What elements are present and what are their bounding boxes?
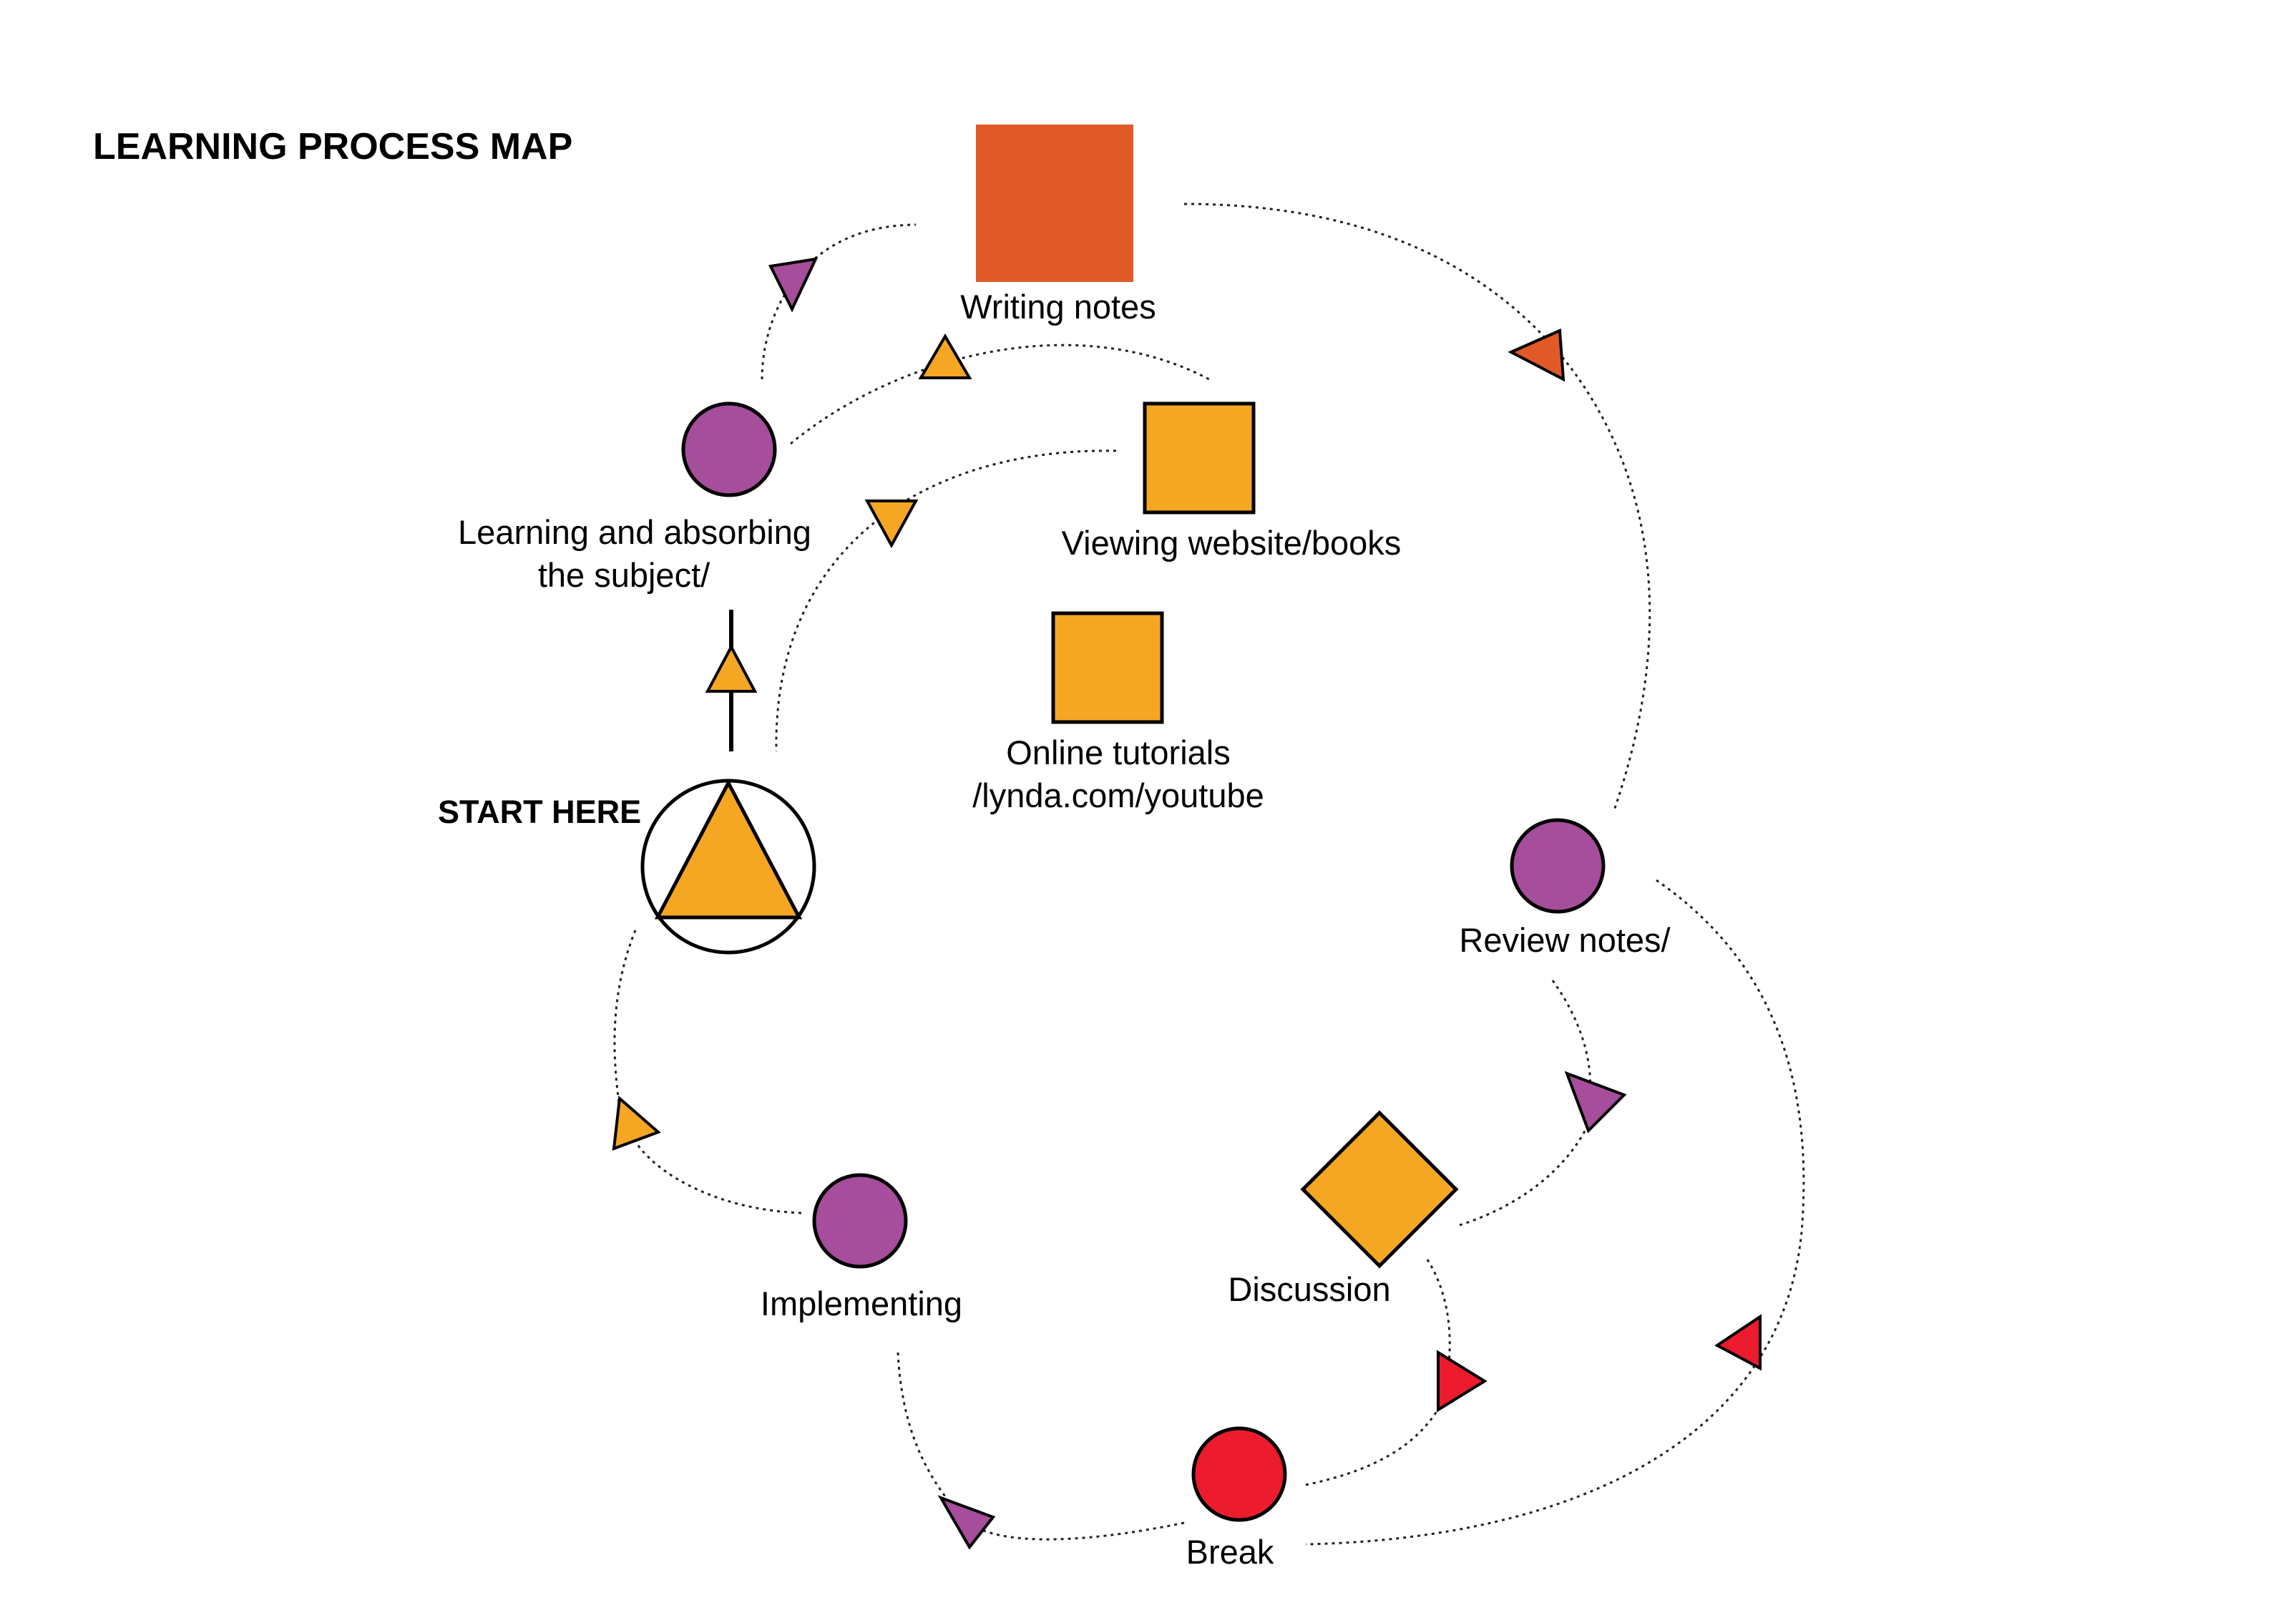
break-label: Break xyxy=(1186,1533,1274,1571)
start-triangle-icon xyxy=(654,779,803,920)
node-break: Break xyxy=(1186,1426,1287,1571)
node-discussion: Discussion xyxy=(1228,1110,1459,1308)
online-tutorials-label-line1: Online tutorials xyxy=(1006,734,1231,771)
start-here-label: START HERE xyxy=(438,794,641,830)
online-tutorials-label-line2: /lynda.com/youtube xyxy=(972,776,1264,814)
connector-implementing-to-start xyxy=(628,1130,802,1214)
connector-discussion-to-break-hook xyxy=(1459,1116,1593,1227)
arrow-icon-implementing-to-start xyxy=(612,1095,661,1151)
node-writing-notes: Writing notes xyxy=(960,125,1156,326)
learning-label-line1: Learning and absorbing xyxy=(458,513,811,551)
arrow-icon-start-to-learning xyxy=(705,643,758,693)
online-tutorials-square-icon xyxy=(1051,611,1164,724)
connector-start-to-implementing xyxy=(613,930,637,1117)
learning-label-line2: the subject/ xyxy=(538,556,710,594)
connector-review-to-break xyxy=(1305,879,1805,1546)
node-implementing: Implementing xyxy=(761,1173,962,1322)
arrow-icon-websites-to-start xyxy=(864,500,919,549)
connector-learning-to-websites xyxy=(790,343,1210,445)
writing-notes-label: Writing notes xyxy=(960,288,1156,326)
connector-implementing-to-break xyxy=(897,1352,964,1519)
implementing-label: Implementing xyxy=(761,1285,962,1322)
connector-learning-to-writing xyxy=(761,223,917,380)
connector-discussion-to-break xyxy=(1426,1259,1451,1364)
arrow-icon-break-to-implementing xyxy=(937,1495,996,1550)
review-notes-circle-icon xyxy=(1510,818,1606,914)
connector-break-to-implementing xyxy=(961,1516,1185,1541)
arrow-icon-discussion-to-break xyxy=(1437,1350,1487,1413)
arrow-icon-break-to-review xyxy=(1714,1314,1762,1371)
arrow-icon-writing-to-review xyxy=(1508,328,1565,382)
node-online-tutorials: Online tutorials /lynda.com/youtube xyxy=(972,611,1264,814)
review-notes-label: Review notes/ xyxy=(1459,921,1671,959)
break-circle-icon xyxy=(1191,1426,1287,1522)
node-review-notes: Review notes/ xyxy=(1459,818,1671,959)
arrowheads xyxy=(612,257,1762,1550)
arrow-icon-learning-to-writing xyxy=(768,257,819,313)
node-viewing-websites: Viewing website/books xyxy=(1062,401,1402,562)
arrow-icon-learning-to-websites xyxy=(918,333,972,379)
writing-notes-square-icon xyxy=(976,125,1133,282)
viewing-websites-label: Viewing website/books xyxy=(1062,524,1402,562)
arrow-icon-review-to-discussion xyxy=(1564,1071,1627,1134)
node-start: START HERE xyxy=(438,779,816,955)
node-learning: Learning and absorbing the subject/ xyxy=(458,401,811,594)
viewing-websites-square-icon xyxy=(1143,401,1256,515)
implementing-circle-icon xyxy=(812,1173,908,1269)
connector-break-hook xyxy=(1305,1398,1445,1486)
diagram-title: LEARNING PROCESS MAP xyxy=(93,126,572,167)
discussion-label: Discussion xyxy=(1228,1270,1390,1308)
learning-circle-icon xyxy=(681,401,777,497)
discussion-diamond-icon xyxy=(1300,1110,1459,1269)
